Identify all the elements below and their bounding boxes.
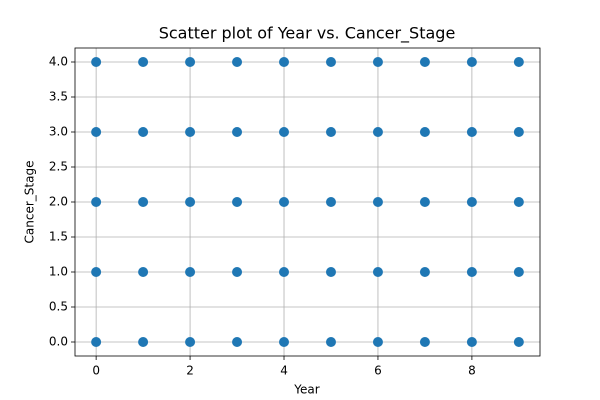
point — [372, 57, 383, 67]
y-tick-label: 2.5 — [49, 160, 68, 174]
point — [513, 57, 524, 67]
point — [372, 197, 383, 207]
x-tick-label: 0 — [92, 364, 100, 378]
point — [232, 57, 243, 67]
point — [325, 197, 336, 207]
point — [466, 197, 477, 207]
point — [279, 267, 290, 277]
point — [325, 127, 336, 137]
y-tick-label: 3.0 — [49, 125, 68, 139]
point — [372, 267, 383, 277]
point — [466, 337, 477, 347]
x-tick-label: 6 — [374, 364, 382, 378]
point — [279, 337, 290, 347]
point — [232, 267, 243, 277]
point — [185, 197, 196, 207]
point — [419, 267, 430, 277]
point — [513, 337, 524, 347]
point — [91, 127, 102, 137]
point — [419, 337, 430, 347]
point — [185, 337, 196, 347]
x-axis-label: Year — [293, 383, 319, 397]
point — [232, 197, 243, 207]
point — [325, 57, 336, 67]
point — [232, 337, 243, 347]
point — [138, 197, 149, 207]
point — [466, 267, 477, 277]
point — [91, 57, 102, 67]
y-tick-label: 0.5 — [49, 300, 68, 314]
point — [91, 337, 102, 347]
chart-title: Scatter plot of Year vs. Cancer_Stage — [159, 24, 456, 44]
point — [138, 267, 149, 277]
y-axis-label: Cancer_Stage — [23, 161, 37, 244]
point — [372, 337, 383, 347]
point — [232, 127, 243, 137]
point — [279, 197, 290, 207]
y-tick-label: 1.5 — [49, 230, 68, 244]
point — [513, 127, 524, 137]
point — [279, 57, 290, 67]
x-tick-label: 8 — [468, 364, 476, 378]
point — [138, 127, 149, 137]
y-tick-label: 4.0 — [49, 55, 68, 69]
y-tick-label: 3.5 — [49, 90, 68, 104]
point — [185, 267, 196, 277]
point — [513, 267, 524, 277]
point — [138, 57, 149, 67]
point — [185, 57, 196, 67]
point — [372, 127, 383, 137]
point — [466, 127, 477, 137]
point — [325, 267, 336, 277]
point — [466, 57, 477, 67]
y-tick-label: 1.0 — [49, 265, 68, 279]
plot-frame — [74, 47, 541, 357]
point — [513, 197, 524, 207]
point — [279, 127, 290, 137]
x-tick-label: 2 — [186, 364, 194, 378]
point — [185, 127, 196, 137]
point — [91, 267, 102, 277]
y-tick-label: 2.0 — [49, 195, 68, 209]
x-tick-label: 4 — [280, 364, 288, 378]
point — [419, 197, 430, 207]
y-tick-label: 0.0 — [49, 335, 68, 349]
point — [91, 197, 102, 207]
point — [419, 127, 430, 137]
point — [325, 337, 336, 347]
point — [138, 337, 149, 347]
point — [419, 57, 430, 67]
